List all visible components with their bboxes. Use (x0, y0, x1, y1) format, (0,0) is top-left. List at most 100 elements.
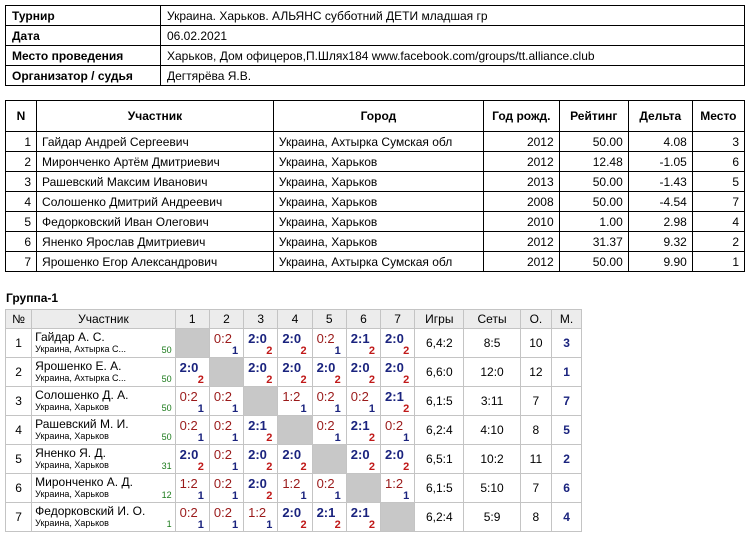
participant-cell: Ярошенко Егор Александрович (36, 251, 274, 272)
group-row: 4 Рашевский М. И. Украина, Харьков 50 0:2 1 0:… (4, 415, 582, 445)
participant-cell: 3 (4, 171, 38, 192)
match-points: 2 (403, 403, 410, 415)
match-points: 1 (334, 490, 341, 502)
self-match-cell (277, 415, 313, 445)
group-player: Солошенко Д. А. Украина, Харьков 50 (31, 386, 176, 416)
player-rating: 12 (161, 490, 172, 500)
info-row: Турнир Украина. Харьков. АЛЬЯНС субботний… (5, 5, 745, 26)
participants-header: Рейтинг (558, 100, 629, 132)
participant-cell: Украина, Харьков (272, 151, 484, 172)
group-player: Федорковский И. О. Украина, Харьков 1 (31, 502, 176, 532)
player-rating: 50 (161, 432, 172, 442)
player-rating: 31 (161, 461, 172, 471)
match-points: 2 (266, 490, 273, 502)
match-score-cell: 0:2 1 (311, 386, 347, 416)
match-score-cell: 2:0 2 (345, 444, 382, 474)
tournament-info-table: Турнир Украина. Харьков. АЛЬЯНС субботний… (5, 5, 745, 86)
match-score-cell: 2:1 2 (345, 415, 382, 445)
match-score-cell: 2:0 2 (380, 328, 416, 358)
group-sets: 3:11 (463, 386, 521, 416)
match-score-cell: 2:0 2 (380, 357, 416, 387)
group-header: Игры (414, 309, 465, 329)
group-sets: 5:10 (463, 473, 521, 503)
participant-cell: 1 (691, 251, 746, 272)
participant-row: 3 Рашевский Максим Иванович Украина, Харьк… (4, 171, 746, 192)
participant-cell: 2012 (482, 151, 560, 172)
participant-cell: Украина, Харьков (272, 211, 484, 232)
match-points: 2 (403, 374, 410, 386)
group-row-number: 5 (4, 444, 33, 474)
participants-header: Место (691, 100, 746, 132)
participant-cell: Миронченко Артём Дмитриевич (36, 151, 274, 172)
participant-cell: 6 (691, 151, 746, 172)
participant-cell: 3 (691, 131, 746, 152)
match-points: 2 (368, 345, 376, 357)
participant-cell: 2.98 (627, 211, 693, 232)
match-points: 1 (231, 461, 239, 473)
player-name: Солошенко Д. А. (35, 388, 129, 402)
match-score-cell: 2:0 2 (277, 328, 313, 358)
match-score: 2:0 (282, 505, 302, 520)
match-score: 2:0 (248, 331, 267, 346)
info-row: Организатор / судья Дегтярёва Я.В. (5, 65, 745, 86)
match-points: 2 (266, 374, 273, 386)
match-score-cell: 2:0 2 (174, 444, 210, 474)
group-row: 2 Ярошенко Е. А. Украина, Ахтырка С... 50 2:… (4, 357, 582, 387)
match-score-cell: 0:2 1 (208, 502, 245, 532)
participant-cell: 12.48 (558, 151, 629, 172)
participant-cell: 50.00 (558, 131, 629, 152)
match-score-cell: 2:0 2 (243, 473, 279, 503)
match-score: 2:0 (385, 331, 404, 346)
match-points: 2 (300, 345, 307, 357)
match-points: 2 (368, 432, 376, 444)
participant-cell: Украина, Харьков (272, 231, 484, 252)
group-player: Ярошенко Е. А. Украина, Ахтырка С... 50 (31, 357, 176, 387)
match-score-cell: 2:1 2 (243, 415, 279, 445)
match-score-cell: 1:2 1 (277, 386, 313, 416)
participant-cell: 2 (691, 231, 746, 252)
match-points: 1 (334, 345, 341, 357)
match-score: 0:2 (350, 389, 369, 404)
participants-header: Год рожд. (482, 100, 560, 132)
self-match-cell (345, 473, 382, 503)
match-points: 1 (334, 432, 341, 444)
self-match-cell (380, 502, 416, 532)
match-score: 1:2 (385, 476, 404, 491)
player-city: Украина, Харьков (35, 489, 109, 499)
info-row: Место проведения Харьков, Дом офицеров,П.… (5, 45, 745, 66)
group-place: 5 (551, 415, 582, 445)
group-header: 6 (345, 309, 382, 329)
group-player: Миронченко А. Д. Украина, Харьков 12 (31, 473, 176, 503)
match-points: 1 (197, 432, 204, 444)
match-score: 0:2 (213, 447, 232, 462)
self-match-cell (174, 328, 210, 358)
participant-cell: 5 (691, 171, 746, 192)
group-sets: 5:9 (463, 502, 521, 532)
player-rating: 1 (166, 519, 172, 529)
info-label: Организатор / судья (5, 65, 161, 86)
match-score-cell: 2:1 2 (345, 328, 382, 358)
match-score: 2:0 (282, 360, 302, 375)
group-sets: 8:5 (463, 328, 521, 358)
player-rating: 50 (161, 403, 172, 413)
match-score-cell: 2:0 2 (277, 502, 313, 532)
group-points: 12 (519, 357, 553, 387)
match-score: 0:2 (316, 389, 335, 404)
match-score: 1:2 (282, 389, 301, 404)
match-score: 0:2 (179, 418, 198, 433)
group-header: О. (519, 309, 553, 329)
group-row: 3 Солошенко Д. А. Украина, Харьков 50 0:2 1 0:… (4, 386, 582, 416)
match-points: 2 (368, 374, 376, 386)
match-points: 1 (231, 490, 239, 502)
group-player: Яненко Я. Д. Украина, Харьков 31 (31, 444, 176, 474)
match-points: 1 (300, 490, 307, 502)
info-row: Дата 06.02.2021 (5, 25, 745, 46)
group-row: 7 Федорковский И. О. Украина, Харьков 1 0:2 1… (4, 502, 582, 532)
match-points: 1 (197, 490, 204, 502)
player-city: Украина, Ахтырка С... (35, 373, 127, 383)
match-score-cell: 0:2 1 (380, 415, 416, 445)
match-points: 1 (231, 345, 239, 357)
self-match-cell (311, 444, 347, 474)
match-score-cell: 2:0 2 (277, 444, 313, 474)
participant-cell: 2013 (482, 171, 560, 192)
